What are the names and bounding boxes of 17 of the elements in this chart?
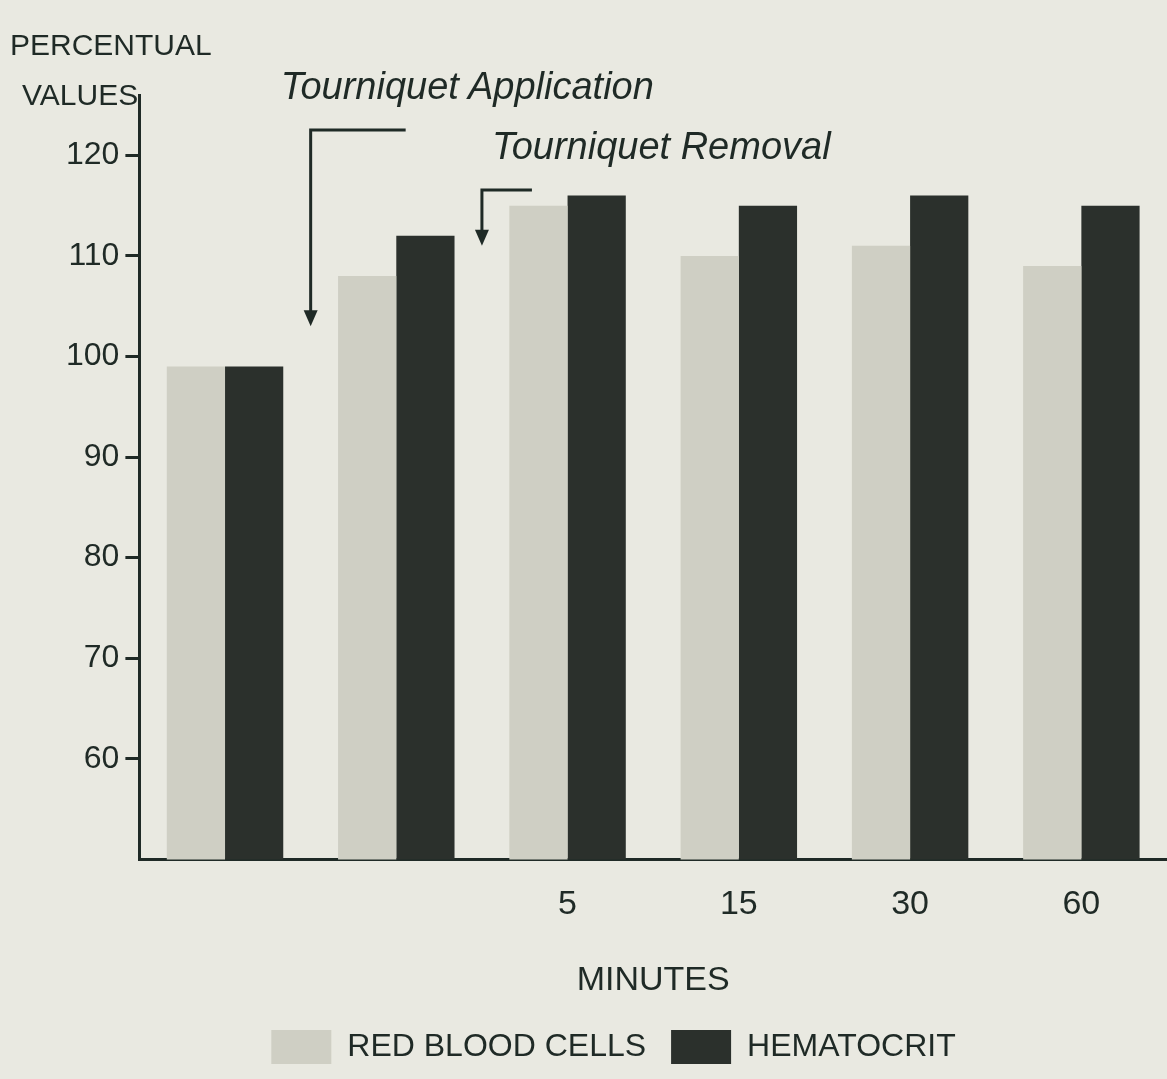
y-tick-label: 120 bbox=[66, 135, 120, 172]
x-tick-label: 5 bbox=[558, 883, 578, 922]
y-axis-title: PERCENTUAL VALUES bbox=[10, 28, 212, 111]
x-tick-label: 30 bbox=[891, 883, 930, 922]
legend-label: RED BLOOD CELLS bbox=[347, 1026, 647, 1063]
y-tick-label: 60 bbox=[83, 738, 120, 775]
y-tick-label: 70 bbox=[83, 638, 120, 675]
y-tick-label: 80 bbox=[83, 537, 120, 574]
y-tick-label: 110 bbox=[68, 235, 120, 272]
annotation: Tourniquet Removal bbox=[491, 124, 833, 167]
x-axis-title: MINUTES bbox=[576, 958, 730, 997]
legend-label: HEMATOCRIT bbox=[747, 1026, 956, 1063]
annotation: Tourniquet Application bbox=[280, 64, 654, 107]
y-tick-label: 90 bbox=[83, 436, 120, 473]
x-tick-label: 15 bbox=[719, 883, 758, 922]
y-tick-label: 100 bbox=[66, 336, 120, 373]
x-tick-label: 60 bbox=[1062, 883, 1101, 922]
